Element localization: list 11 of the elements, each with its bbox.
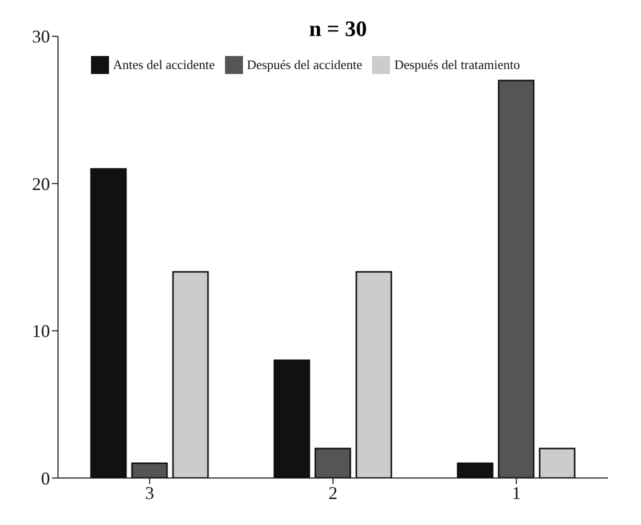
y-tick-label: 0 [41,468,50,488]
x-tick-label: 1 [512,482,521,503]
legend-label: Antes del accidente [113,57,215,72]
y-tick-label: 30 [32,26,50,47]
x-tick-label: 2 [328,482,338,503]
legend-label: Después del accidente [246,57,362,72]
y-tick-label: 20 [32,174,50,194]
legend-label: Después del tratamiento [394,57,520,72]
y-tick-label: 10 [32,321,50,342]
x-tick-label: 3 [145,482,154,503]
chart-title: n = 30 [309,16,367,41]
